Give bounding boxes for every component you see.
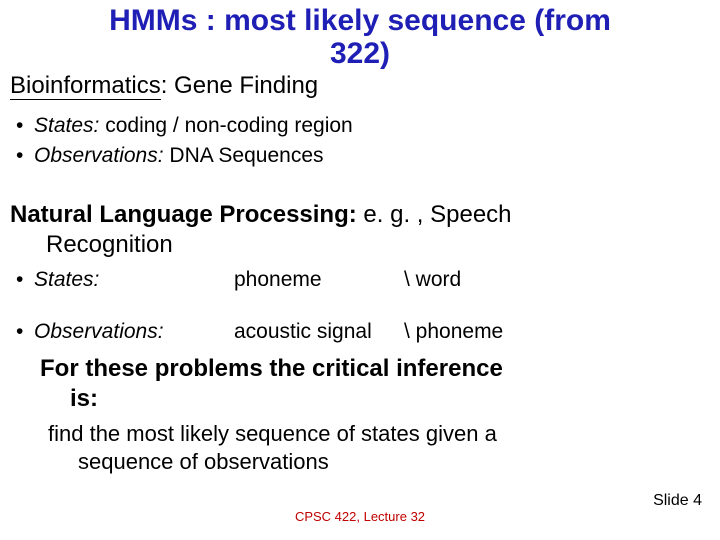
row-observations: Observations: acoustic signal \ phoneme <box>12 320 720 344</box>
row-obs-col2: \ phoneme <box>404 320 503 344</box>
slide-number: Slide 4 <box>653 492 702 510</box>
observations-label: Observations: <box>34 144 164 167</box>
nlp-heading: Natural Language Processing: e. g. , Spe… <box>10 200 710 260</box>
bioinformatics-rest: : Gene Finding <box>161 72 318 99</box>
nlp-rest: e. g. , Speech <box>357 201 512 228</box>
row-states-col1: phoneme <box>234 268 404 292</box>
row-states-col2: \ word <box>404 268 461 292</box>
nlp-bold: Natural Language Processing: <box>10 201 357 228</box>
footer-center: CPSC 422, Lecture 32 <box>0 509 720 524</box>
row-obs-label: Observations: <box>34 320 234 344</box>
bioinfo-bullets: States: coding / non-coding region Obser… <box>12 111 720 172</box>
find-line2: sequence of observations <box>78 448 680 477</box>
bioinformatics-label: Bioinformatics <box>10 72 161 100</box>
title-line-1: HMMs : most likely sequence (from <box>109 4 611 37</box>
bioinformatics-heading: Bioinformatics: Gene Finding <box>10 72 720 101</box>
row-obs-col1: acoustic signal <box>234 320 404 344</box>
states-label: States: <box>34 114 99 137</box>
row-states-label: States: <box>34 268 234 292</box>
critical-line1: For these problems the critical inferenc… <box>40 355 503 382</box>
states-text: coding / non-coding region <box>99 114 352 137</box>
slide-title: HMMs : most likely sequence (from 322) <box>0 0 720 70</box>
nlp-line2: Recognition <box>46 230 710 260</box>
row-states: States: phoneme \ word <box>12 268 720 292</box>
observations-text: DNA Sequences <box>164 144 324 167</box>
critical-inference: For these problems the critical inferenc… <box>40 354 680 414</box>
title-line-2: 322) <box>330 37 390 70</box>
bullet-observations: Observations: DNA Sequences <box>12 141 720 171</box>
critical-line2: is: <box>70 384 680 414</box>
find-sequence: find the most likely sequence of states … <box>48 420 680 477</box>
find-line1: find the most likely sequence of states … <box>48 421 497 446</box>
bullet-states: States: coding / non-coding region <box>12 111 720 141</box>
